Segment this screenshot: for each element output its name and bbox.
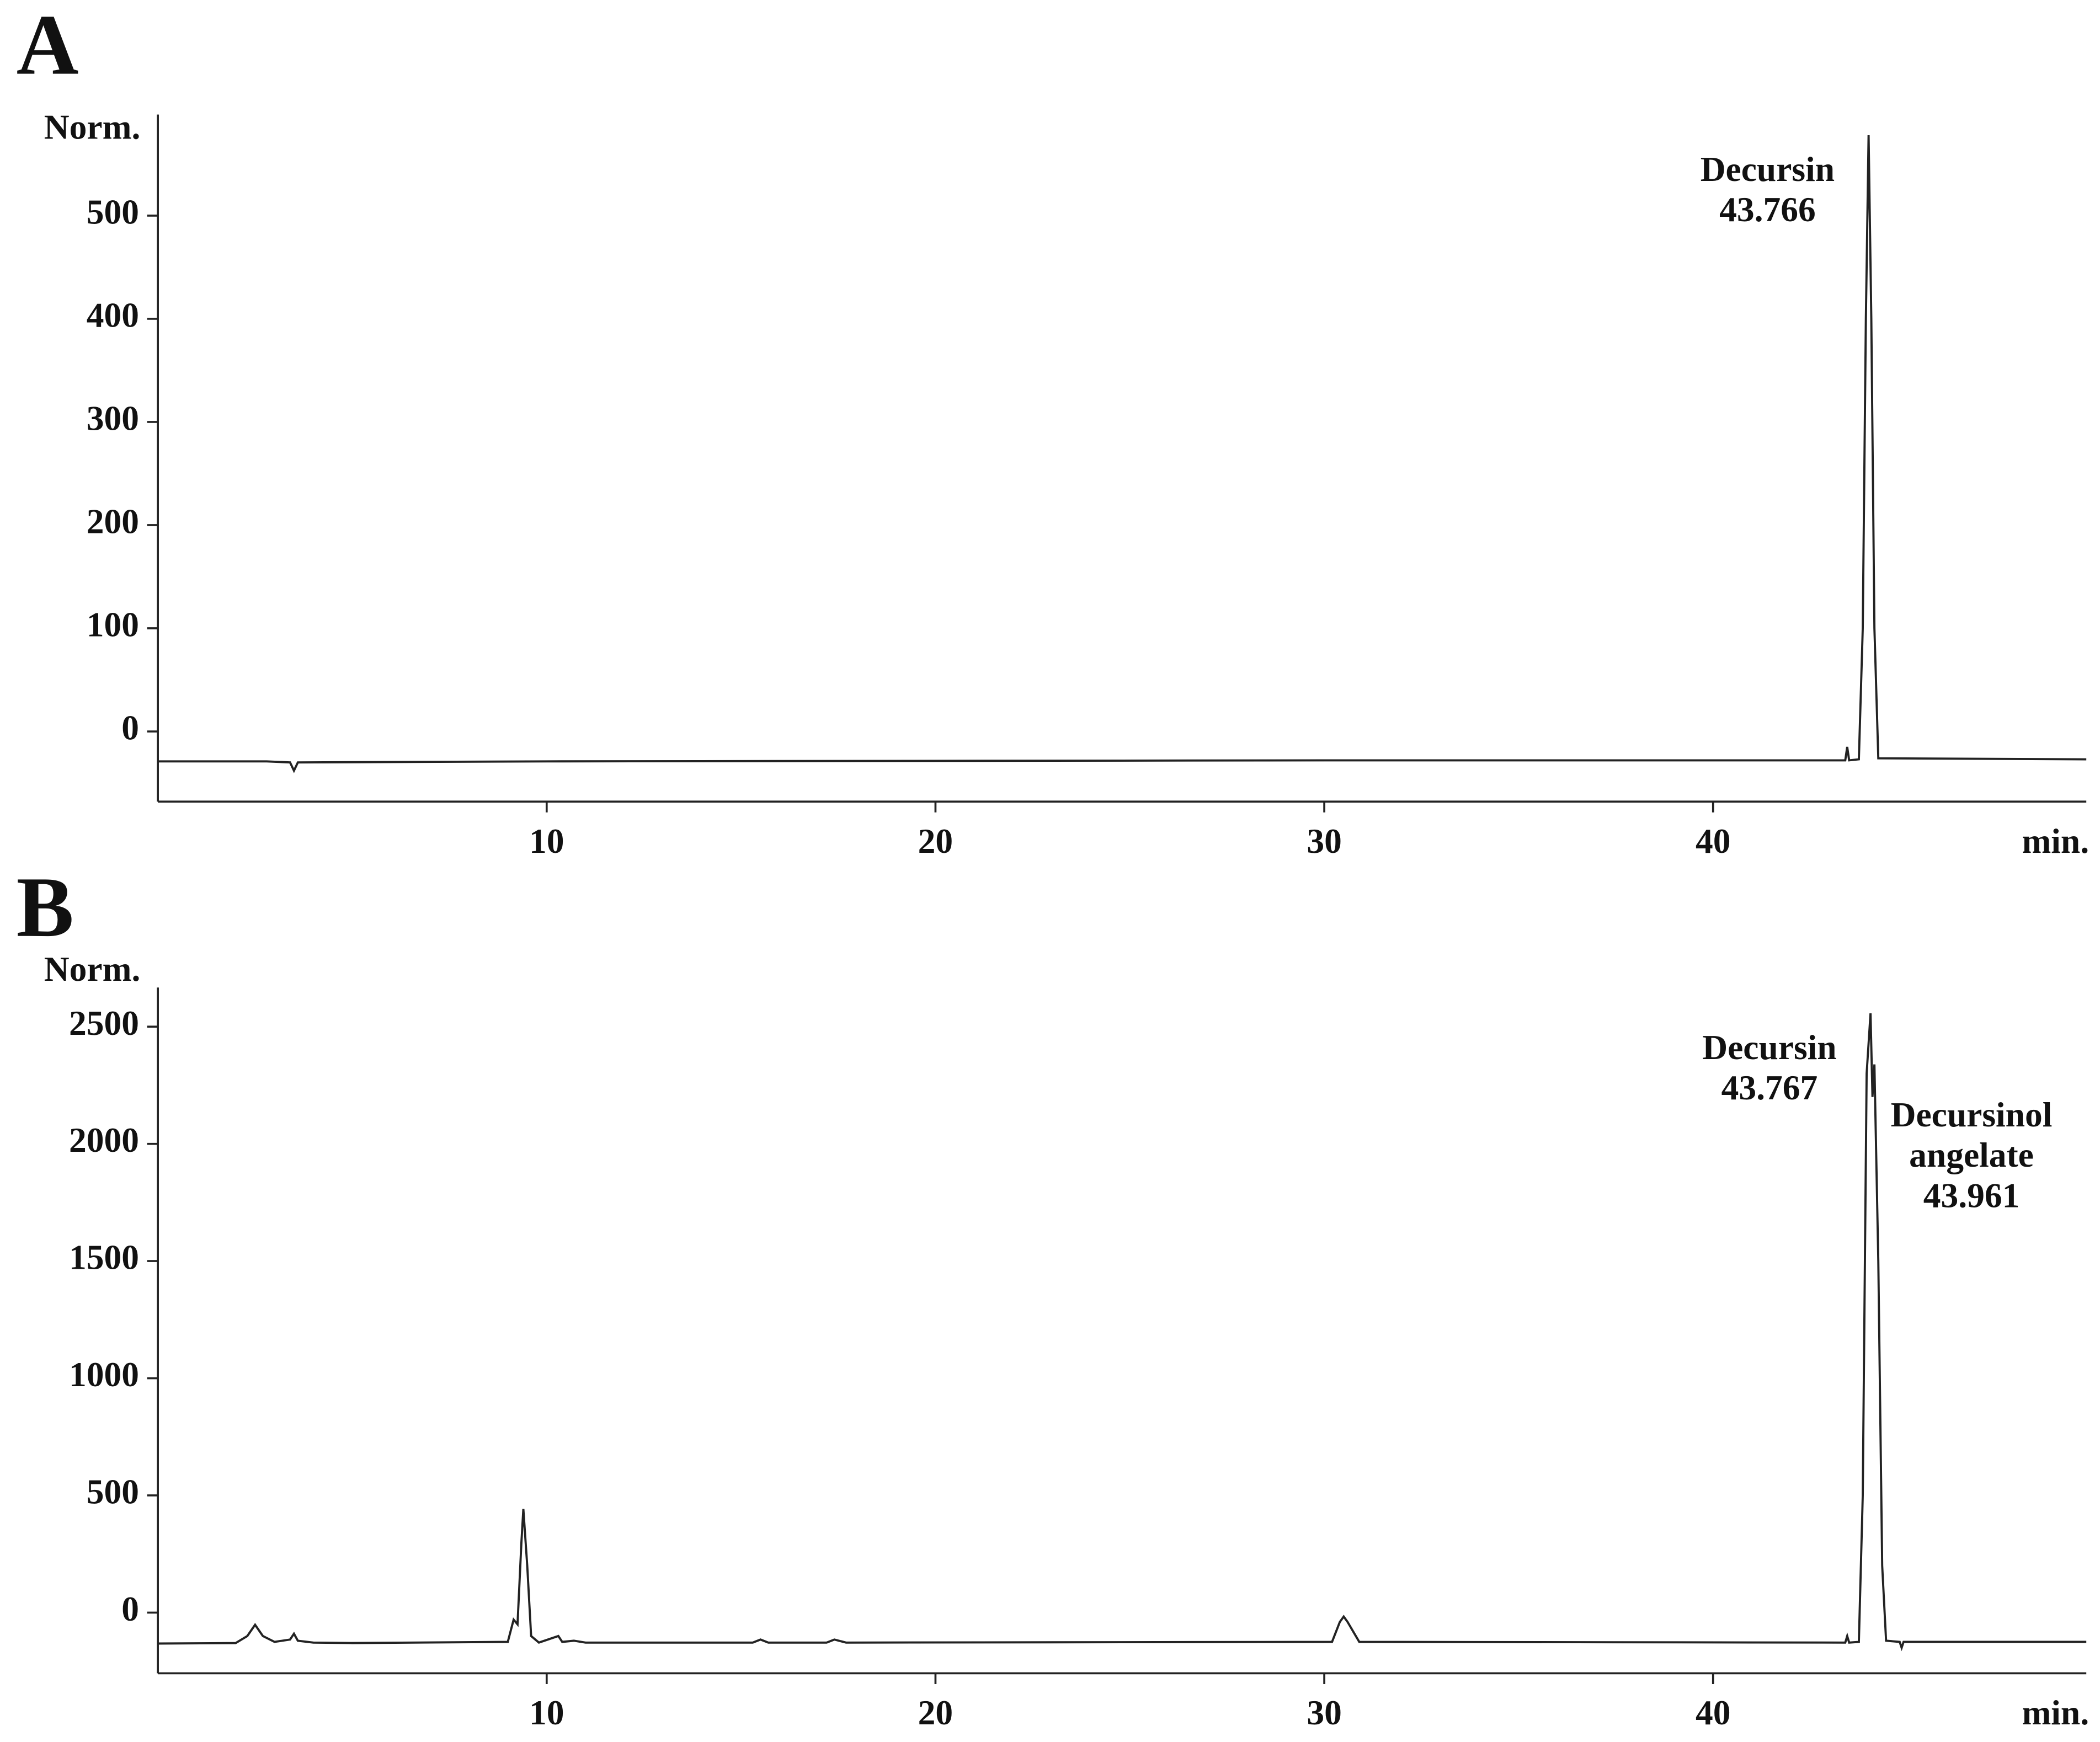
retention-time: 43.767	[1721, 1068, 1818, 1107]
x-tick-label: 30	[1307, 821, 1342, 861]
y-tick-label: 1500	[69, 1238, 139, 1277]
y-tick-label: 200	[87, 502, 139, 541]
x-tick-label: 20	[918, 1693, 953, 1732]
peak-name: Decursinol	[1891, 1095, 2053, 1134]
y-tick-label: 2500	[69, 1003, 139, 1043]
panel-label: A	[17, 0, 79, 93]
x-axis-label: min.	[2022, 1693, 2089, 1732]
peak-name: angelate	[1909, 1135, 2034, 1174]
x-tick-label: 30	[1307, 1693, 1342, 1732]
y-tick-label: 0	[121, 1589, 139, 1628]
peak-name: Decursin	[1702, 1028, 1836, 1067]
y-tick-label: 500	[87, 1472, 139, 1511]
trace	[158, 1013, 2087, 1652]
y-axis-label: Norm.	[44, 949, 141, 988]
y-tick-label: 1000	[69, 1355, 139, 1394]
x-axis-label: min.	[2022, 821, 2089, 861]
y-tick-label: 300	[87, 399, 139, 438]
x-tick-label: 20	[918, 821, 953, 861]
x-tick-label: 10	[529, 821, 564, 861]
x-tick-label: 10	[529, 1693, 564, 1732]
retention-time: 43.766	[1719, 190, 1816, 229]
y-tick-label: 500	[87, 192, 139, 231]
panel-label: B	[17, 859, 74, 955]
retention-time: 43.961	[1923, 1175, 2020, 1215]
y-tick-label: 2000	[69, 1120, 139, 1159]
y-tick-label: 400	[87, 295, 139, 334]
y-tick-label: 0	[121, 708, 139, 747]
peak-name: Decursin	[1701, 149, 1835, 189]
y-axis-label: Norm.	[44, 107, 141, 146]
x-tick-label: 40	[1696, 821, 1731, 861]
trace	[158, 135, 2087, 773]
x-tick-label: 40	[1696, 1693, 1731, 1732]
y-tick-label: 100	[87, 605, 139, 644]
